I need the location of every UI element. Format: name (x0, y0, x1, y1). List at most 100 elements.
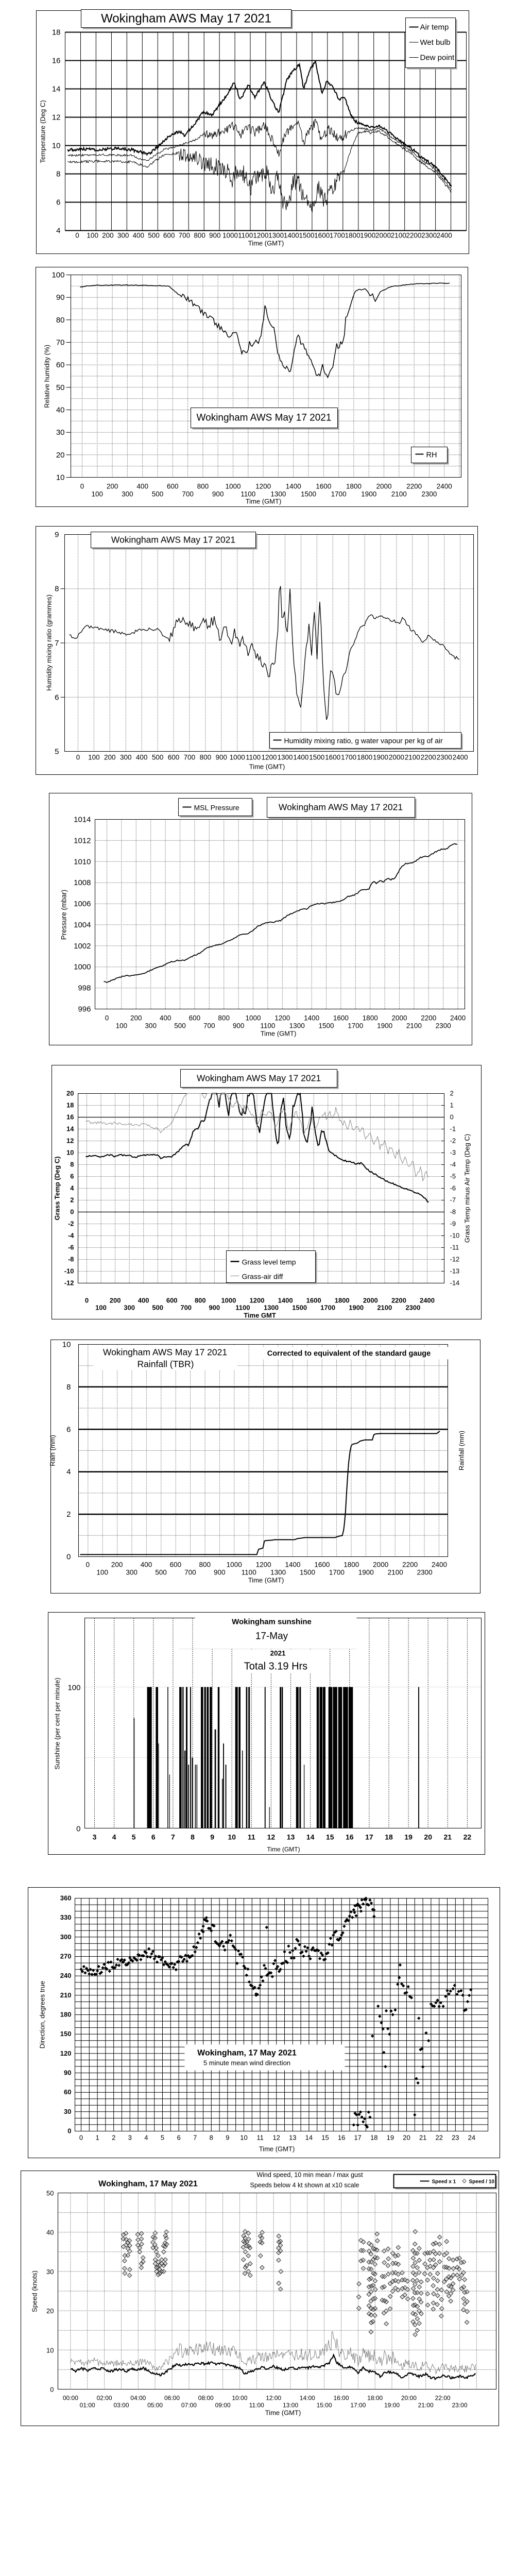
svg-text:996: 996 (78, 1005, 91, 1014)
svg-text:Humidity mixing ratio (grammes: Humidity mixing ratio (grammes) (45, 595, 53, 691)
svg-text:4: 4 (66, 1468, 71, 1477)
svg-text:30: 30 (56, 428, 65, 437)
svg-text:11:00: 11:00 (249, 2402, 264, 2409)
svg-text:2400: 2400 (450, 1014, 466, 1022)
svg-text:100: 100 (96, 1569, 108, 1577)
svg-text:900: 900 (216, 754, 228, 761)
svg-text:4: 4 (112, 1833, 116, 1841)
svg-text:900: 900 (214, 1569, 226, 1577)
svg-text:1300: 1300 (289, 1022, 305, 1030)
svg-text:07:00: 07:00 (181, 2402, 197, 2409)
svg-text:9: 9 (55, 531, 59, 539)
svg-text:700: 700 (203, 1022, 215, 1030)
svg-text:5: 5 (161, 2134, 164, 2142)
svg-text:00:00: 00:00 (63, 2395, 78, 2402)
svg-text:9: 9 (226, 2134, 229, 2142)
svg-text:1700: 1700 (341, 754, 356, 761)
svg-text:40: 40 (56, 406, 65, 415)
svg-text:30: 30 (64, 2108, 71, 2115)
svg-text:8: 8 (210, 2134, 213, 2142)
svg-text:1300: 1300 (268, 232, 284, 240)
svg-text:8: 8 (66, 1383, 71, 1392)
svg-text:1200: 1200 (274, 1014, 290, 1022)
svg-text:15:00: 15:00 (317, 2402, 332, 2409)
svg-text:1600: 1600 (306, 1297, 321, 1304)
svg-text:6: 6 (151, 1833, 156, 1841)
svg-text:800: 800 (218, 1014, 230, 1022)
svg-text:19: 19 (387, 2134, 394, 2142)
svg-text:1400: 1400 (286, 483, 301, 490)
svg-text:14: 14 (66, 1125, 74, 1133)
svg-text:700: 700 (184, 754, 196, 761)
svg-text:12: 12 (52, 113, 61, 122)
svg-text:13: 13 (289, 2134, 296, 2142)
svg-text:2100: 2100 (377, 1304, 392, 1312)
svg-text:-12: -12 (64, 1279, 74, 1287)
svg-text:600: 600 (163, 232, 175, 240)
svg-text:0: 0 (50, 2386, 54, 2394)
svg-text:Pressure (mbar): Pressure (mbar) (60, 890, 68, 940)
svg-text:5: 5 (55, 748, 59, 756)
svg-text:Time (GMT): Time (GMT) (248, 240, 284, 247)
svg-text:Time (GMT): Time (GMT) (246, 498, 282, 505)
svg-text:02:00: 02:00 (97, 2395, 112, 2402)
svg-text:2000: 2000 (376, 483, 391, 490)
svg-text:16: 16 (66, 1113, 74, 1121)
svg-text:2400: 2400 (437, 232, 452, 240)
svg-text:10: 10 (240, 2134, 247, 2142)
svg-text:200: 200 (102, 232, 114, 240)
svg-text:22: 22 (464, 1833, 472, 1841)
svg-text:6: 6 (55, 693, 59, 702)
svg-text:2000: 2000 (363, 1297, 378, 1304)
svg-text:1000: 1000 (230, 754, 245, 761)
svg-text:18: 18 (385, 1833, 393, 1841)
svg-text:1300: 1300 (277, 754, 293, 761)
svg-text:0: 0 (75, 232, 79, 240)
svg-text:Wet bulb: Wet bulb (420, 38, 451, 47)
svg-text:700: 700 (182, 490, 194, 498)
svg-text:0: 0 (79, 2134, 83, 2142)
svg-text:12: 12 (267, 1833, 276, 1841)
svg-text:240: 240 (60, 1972, 72, 1979)
svg-text:6: 6 (66, 1425, 71, 1434)
svg-text:1002: 1002 (74, 942, 91, 951)
svg-text:1900: 1900 (377, 1022, 392, 1030)
svg-text:-6: -6 (450, 1184, 456, 1192)
svg-text:100: 100 (95, 1304, 107, 1312)
svg-text:14:00: 14:00 (300, 2395, 315, 2402)
svg-text:800: 800 (197, 483, 209, 490)
svg-text:1100: 1100 (235, 1304, 250, 1312)
svg-text:2200: 2200 (421, 1014, 436, 1022)
svg-text:24: 24 (468, 2134, 475, 2142)
svg-text:0: 0 (105, 1014, 109, 1022)
svg-text:1200: 1200 (256, 1561, 271, 1569)
svg-text:5: 5 (132, 1833, 136, 1841)
svg-text:2400: 2400 (432, 1561, 447, 1569)
svg-text:2100: 2100 (391, 490, 407, 498)
svg-text:70: 70 (56, 338, 65, 347)
svg-text:Grass level temp: Grass level temp (242, 1258, 296, 1266)
svg-text:1500: 1500 (309, 754, 324, 761)
svg-text:700: 700 (184, 1569, 196, 1577)
svg-text:2300: 2300 (417, 1569, 433, 1577)
svg-text:2000: 2000 (373, 1561, 388, 1569)
svg-text:Rain (mm): Rain (mm) (49, 1435, 57, 1466)
svg-text:1200: 1200 (261, 754, 277, 761)
svg-text:1400: 1400 (284, 232, 299, 240)
svg-text:19:00: 19:00 (384, 2402, 400, 2409)
svg-text:4: 4 (56, 227, 60, 235)
svg-text:20: 20 (46, 2307, 54, 2315)
svg-text:1800: 1800 (357, 754, 372, 761)
svg-text:17: 17 (365, 1833, 373, 1841)
svg-text:1400: 1400 (278, 1297, 293, 1304)
svg-text:1900: 1900 (361, 490, 376, 498)
svg-text:300: 300 (145, 1022, 157, 1030)
svg-text:900: 900 (233, 1022, 245, 1030)
svg-text:12:00: 12:00 (266, 2395, 281, 2402)
svg-text:Grass-air diff: Grass-air diff (242, 1273, 283, 1281)
svg-text:500: 500 (155, 1569, 167, 1577)
svg-text:-12: -12 (450, 1256, 460, 1263)
svg-text:1100: 1100 (260, 1022, 275, 1030)
svg-text:300: 300 (124, 1304, 135, 1312)
svg-text:1400: 1400 (293, 754, 308, 761)
